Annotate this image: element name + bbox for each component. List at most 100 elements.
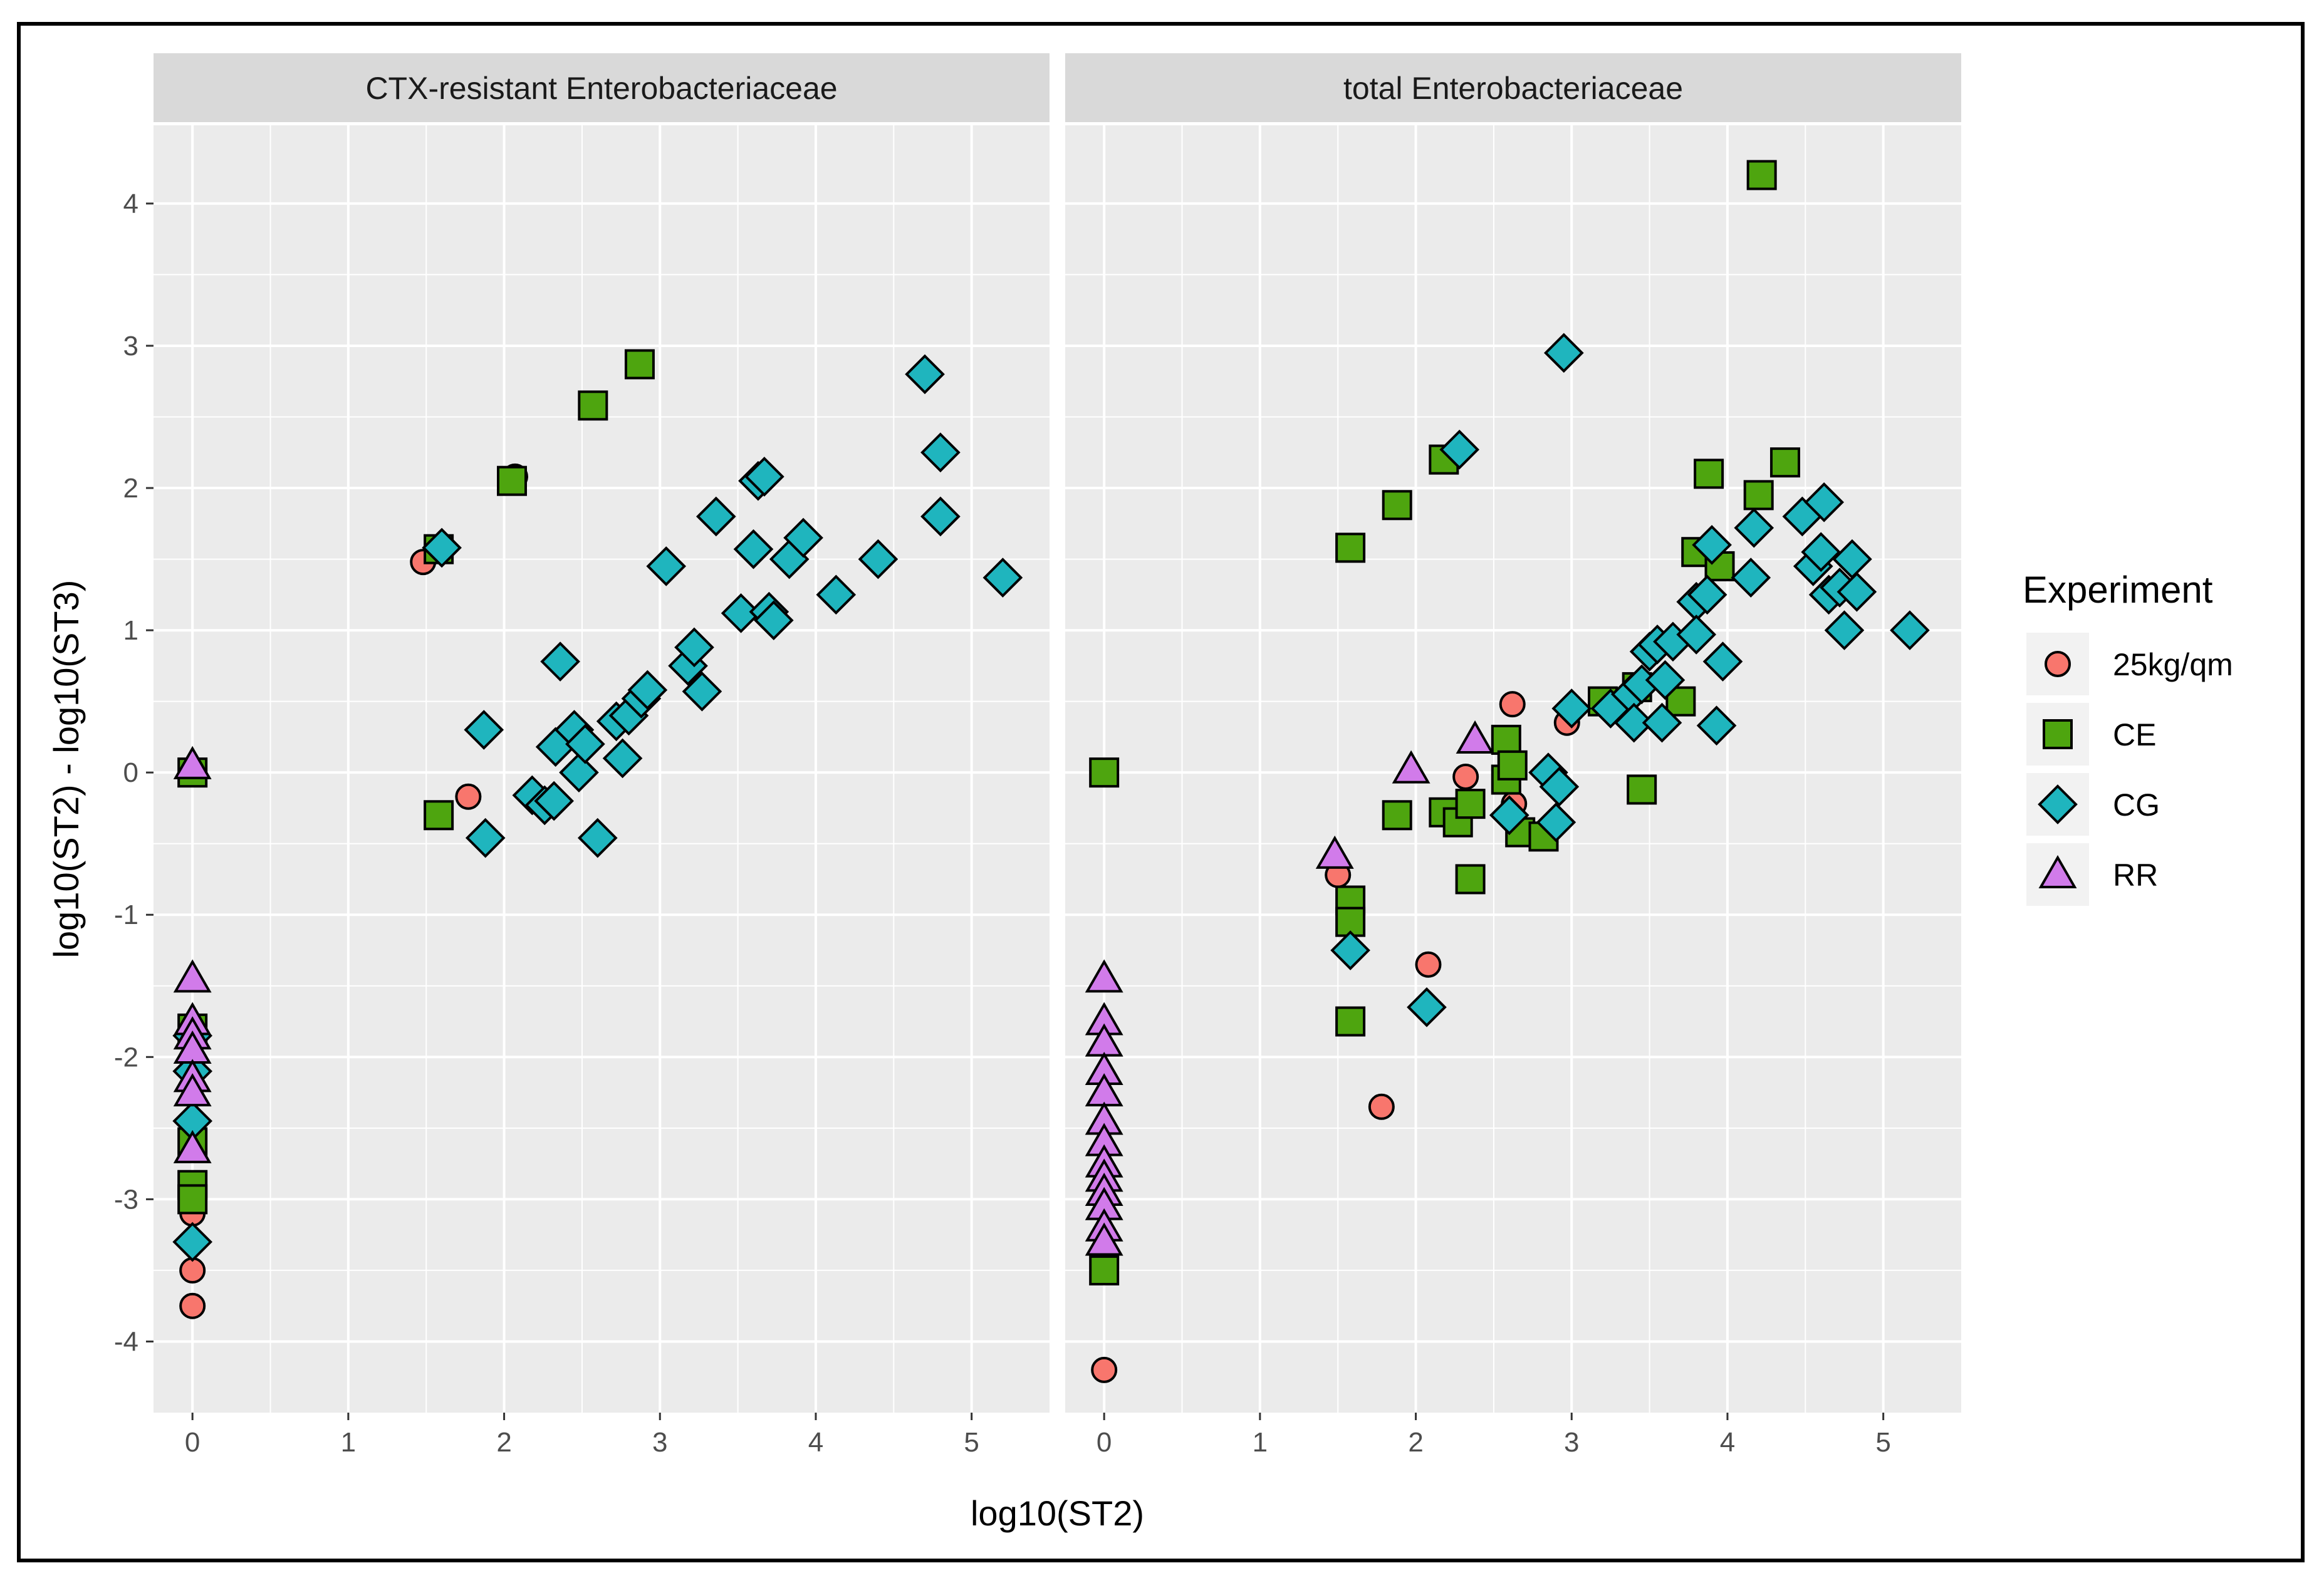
point-cg — [172, 1222, 213, 1262]
point-rr — [173, 959, 212, 993]
point-cg — [1645, 660, 1686, 700]
y-tick-label: -4 — [114, 1326, 138, 1357]
facet-title: total Enterobacteriaceae — [1343, 71, 1683, 106]
point-cg — [1734, 507, 1774, 548]
figure-border — [17, 22, 2305, 1562]
x-tick-label: 1 — [1253, 1427, 1268, 1458]
y-tick-label: 1 — [123, 615, 138, 646]
point-25kg-qm — [455, 783, 482, 810]
point-cg — [559, 752, 599, 793]
point-ce — [624, 349, 655, 380]
plot-background — [154, 125, 1050, 1413]
y-tick-label: 0 — [123, 757, 138, 788]
point-cg — [1731, 558, 1771, 598]
point-cg — [1539, 767, 1580, 807]
y-axis-title: log10(ST2) - log10(ST3) — [46, 580, 86, 958]
point-25kg-qm — [1499, 691, 1526, 718]
point-ce — [497, 465, 527, 496]
point-cg — [1536, 802, 1576, 843]
legend-label: CE — [2113, 717, 2156, 752]
y-tick-label: -3 — [114, 1184, 138, 1215]
point-cg — [753, 600, 794, 641]
x-tick-label: 3 — [1564, 1427, 1579, 1458]
gridlines — [154, 125, 1050, 1413]
point-cg — [783, 517, 823, 558]
point-cg — [982, 558, 1023, 598]
point-cg — [1692, 525, 1732, 565]
x-tick-label: 5 — [964, 1427, 979, 1458]
point-cg — [696, 496, 736, 537]
x-tick-label: 5 — [1875, 1427, 1890, 1458]
point-cg — [627, 670, 668, 710]
point-cg — [721, 593, 761, 633]
point-cg — [1551, 688, 1592, 729]
point-ce — [1382, 800, 1412, 831]
point-cg — [422, 527, 462, 568]
legend-marker-25kg-qm — [2045, 651, 2071, 677]
point-25kg-qm — [179, 1257, 206, 1284]
point-cg — [920, 432, 961, 473]
point-ce — [1769, 447, 1800, 478]
point-cg — [1613, 702, 1654, 743]
point-cg — [1642, 702, 1682, 743]
y-tick-label: -1 — [114, 900, 138, 930]
legend-label: 25kg/qm — [2113, 647, 2233, 682]
point-ce — [1665, 686, 1696, 717]
x-tick-label: 2 — [1408, 1427, 1423, 1458]
point-cg — [858, 539, 899, 579]
legend-title: Experiment — [2023, 569, 2213, 611]
point-ce — [1497, 750, 1528, 781]
point-ce — [1089, 1255, 1120, 1285]
point-cg — [1543, 333, 1584, 373]
point-cg — [1439, 429, 1480, 470]
point-ce — [1694, 459, 1724, 489]
point-cg — [1702, 641, 1743, 682]
point-cg — [1837, 571, 1877, 612]
point-cg — [1804, 482, 1844, 522]
point-cg — [744, 457, 784, 497]
point-cg — [534, 781, 574, 821]
point-ce — [1335, 1006, 1366, 1037]
point-ce — [1089, 757, 1120, 788]
point-25kg-qm — [1091, 1356, 1118, 1383]
panel-total-enterobacteriaceae: total Enterobacteriaceae — [1065, 53, 1961, 1413]
point-cg — [1489, 795, 1529, 836]
panel-ctx-resistant-enterobacteriaceae: CTX-resistant Enterobacteriaceae — [154, 53, 1050, 1413]
point-cg — [464, 710, 504, 750]
point-cg — [733, 529, 774, 569]
point-ce — [1335, 532, 1366, 563]
point-cg — [1407, 987, 1447, 1027]
x-tick-label: 0 — [1097, 1427, 1112, 1458]
point-25kg-qm — [1368, 1093, 1395, 1120]
point-ce — [1746, 160, 1777, 190]
point-cg — [602, 738, 643, 779]
point-cg — [577, 818, 618, 858]
y-tick-label: 3 — [123, 331, 138, 361]
x-tick-label: 4 — [1720, 1427, 1735, 1458]
point-25kg-qm — [1452, 763, 1479, 790]
legend-label: CG — [2113, 787, 2160, 823]
legend-marker-ce — [2043, 719, 2073, 749]
point-rr — [1392, 750, 1430, 784]
point-cg — [920, 496, 961, 537]
legend-marker-cg — [2038, 784, 2078, 824]
y-tick-label: 2 — [123, 473, 138, 504]
point-cg — [1676, 615, 1717, 655]
y-tick-label: 4 — [123, 189, 138, 219]
x-tick-label: 3 — [652, 1427, 667, 1458]
point-ce — [1627, 774, 1657, 805]
point-cg — [646, 546, 687, 586]
point-rr — [173, 1073, 212, 1107]
x-axis-title: log10(ST2) — [971, 1493, 1144, 1533]
facet-strip — [154, 53, 1050, 122]
legend-label: RR — [2113, 858, 2158, 893]
point-cg — [1687, 574, 1727, 615]
point-cg — [565, 724, 605, 764]
point-ce — [1455, 864, 1486, 895]
point-ce — [1743, 480, 1774, 511]
point-rr — [173, 745, 212, 779]
point-cg — [674, 627, 714, 668]
facet-strip — [1065, 53, 1961, 122]
x-tick-label: 2 — [496, 1427, 511, 1458]
